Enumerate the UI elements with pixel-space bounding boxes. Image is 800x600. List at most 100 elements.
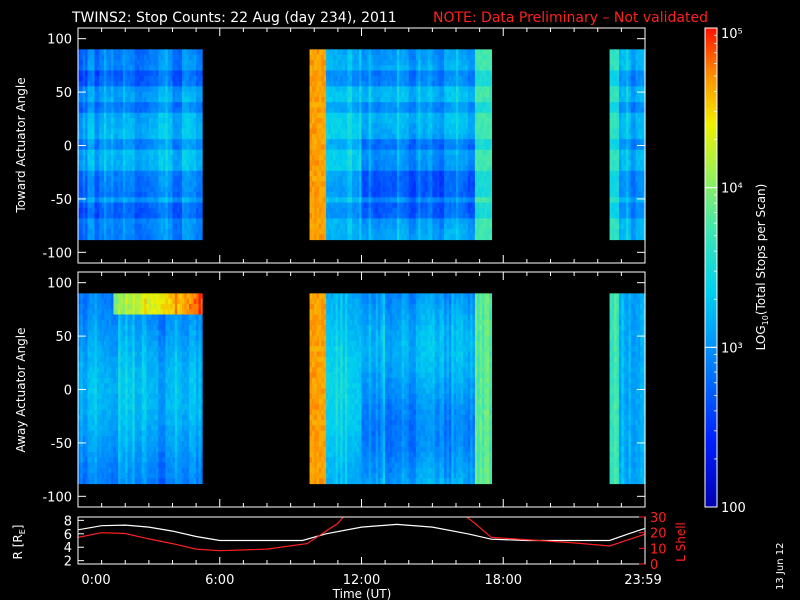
heatmap-cell xyxy=(108,202,112,209)
heatmap-cell xyxy=(82,228,86,235)
heatmap-cell xyxy=(174,191,178,198)
heatmap-cell xyxy=(321,96,325,103)
heatmap-cell xyxy=(425,176,429,182)
heatmap-cell xyxy=(434,123,438,130)
heatmap-cell xyxy=(181,218,185,225)
heatmap-cell xyxy=(356,149,360,156)
heatmap-cell xyxy=(389,118,393,124)
heatmap-cell xyxy=(155,139,159,146)
heatmap-cell xyxy=(444,181,448,188)
heatmap-cell xyxy=(89,139,93,146)
heatmap-cell xyxy=(172,128,176,135)
heatmap-cell xyxy=(453,213,457,219)
heatmap-cell xyxy=(368,54,372,61)
heatmap-cell xyxy=(474,59,478,66)
heatmap-cell xyxy=(396,65,400,72)
heatmap-cell xyxy=(420,197,424,204)
heatmap-cell xyxy=(181,107,185,114)
heatmap-cell xyxy=(177,197,181,204)
heatmap-cell xyxy=(122,149,126,156)
heatmap-cell xyxy=(626,223,630,230)
heatmap-cell xyxy=(472,213,476,219)
heatmap-cell xyxy=(184,170,188,177)
heatmap-cell xyxy=(165,149,169,156)
heatmap-cell xyxy=(628,139,632,146)
heatmap-cell xyxy=(378,107,381,114)
heatmap-cell xyxy=(120,213,124,219)
heatmap-cell xyxy=(92,54,96,61)
heatmap-cell xyxy=(621,223,625,230)
heatmap-cell xyxy=(82,197,86,204)
heatmap-cell xyxy=(118,81,122,87)
heatmap-cell xyxy=(432,176,436,182)
heatmap-cell xyxy=(392,165,396,172)
heatmap-cell xyxy=(437,144,441,151)
heatmap-cell xyxy=(158,86,162,93)
heatmap-cell xyxy=(155,207,159,214)
heatmap-cell xyxy=(87,160,91,167)
heatmap-cell xyxy=(411,123,415,130)
heatmap-cell xyxy=(380,154,384,161)
heatmap-cell xyxy=(465,96,469,103)
heatmap-cell xyxy=(411,202,415,209)
heatmap-cell xyxy=(344,160,348,167)
heatmap-cell xyxy=(89,213,93,219)
heatmap-cell xyxy=(385,96,389,103)
heatmap-cell xyxy=(444,202,448,209)
heatmap-cell xyxy=(401,160,405,167)
heatmap-cell xyxy=(111,75,115,82)
heatmap-cell xyxy=(366,149,370,156)
heatmap-cell xyxy=(413,202,417,209)
heatmap-cell xyxy=(342,213,346,219)
heatmap-cell xyxy=(621,75,625,82)
heatmap-cell xyxy=(170,65,174,72)
heatmap-cell xyxy=(446,213,450,219)
heatmap-cell xyxy=(96,59,100,66)
heatmap-cell xyxy=(314,59,318,66)
heatmap-cell xyxy=(465,154,469,161)
heatmap-cell xyxy=(127,186,131,193)
heatmap-cell xyxy=(316,112,320,119)
heatmap-cell xyxy=(151,186,155,193)
heatmap-cell xyxy=(628,165,632,172)
heatmap-cell xyxy=(151,123,155,130)
heatmap-cell xyxy=(170,213,174,219)
heatmap-cell xyxy=(380,186,384,193)
heatmap-cell xyxy=(375,91,379,98)
heatmap-cell xyxy=(406,86,410,93)
heatmap-cell xyxy=(160,165,164,172)
heatmap-cell xyxy=(323,81,327,87)
heatmap-cell xyxy=(413,75,417,82)
heatmap-cell xyxy=(200,49,203,56)
heatmap-cell xyxy=(444,223,448,230)
heatmap-cell xyxy=(177,160,181,167)
heatmap-cell xyxy=(141,213,145,219)
heatmap-cell xyxy=(380,81,384,87)
heatmap-cell xyxy=(366,197,370,204)
heatmap-cell xyxy=(321,218,325,225)
heatmap-cell xyxy=(153,112,157,119)
heatmap-cell xyxy=(472,234,476,241)
heatmap-cell xyxy=(401,139,405,146)
heatmap-cell xyxy=(82,160,86,167)
heatmap-cell xyxy=(118,59,122,66)
heatmap-cell xyxy=(198,49,202,56)
heatmap-cell xyxy=(333,181,337,188)
heatmap-cell xyxy=(432,65,436,72)
heatmap-cell xyxy=(467,197,471,204)
heatmap-cell xyxy=(99,234,103,241)
heatmap-cell xyxy=(399,75,403,82)
heatmap-cell xyxy=(352,207,356,214)
heatmap-cell xyxy=(415,181,419,188)
heatmap-cell xyxy=(628,144,632,151)
heatmap-cell xyxy=(134,86,138,93)
heatmap-cell xyxy=(321,149,325,156)
heatmap-cell xyxy=(619,70,622,77)
heatmap-cell xyxy=(611,112,615,119)
heatmap-cell xyxy=(415,86,419,93)
heatmap-cell xyxy=(318,202,322,209)
heatmap-cell xyxy=(370,213,374,219)
heatmap-cell xyxy=(349,234,353,241)
heatmap-cell xyxy=(387,133,391,140)
heatmap-cell xyxy=(333,54,337,61)
